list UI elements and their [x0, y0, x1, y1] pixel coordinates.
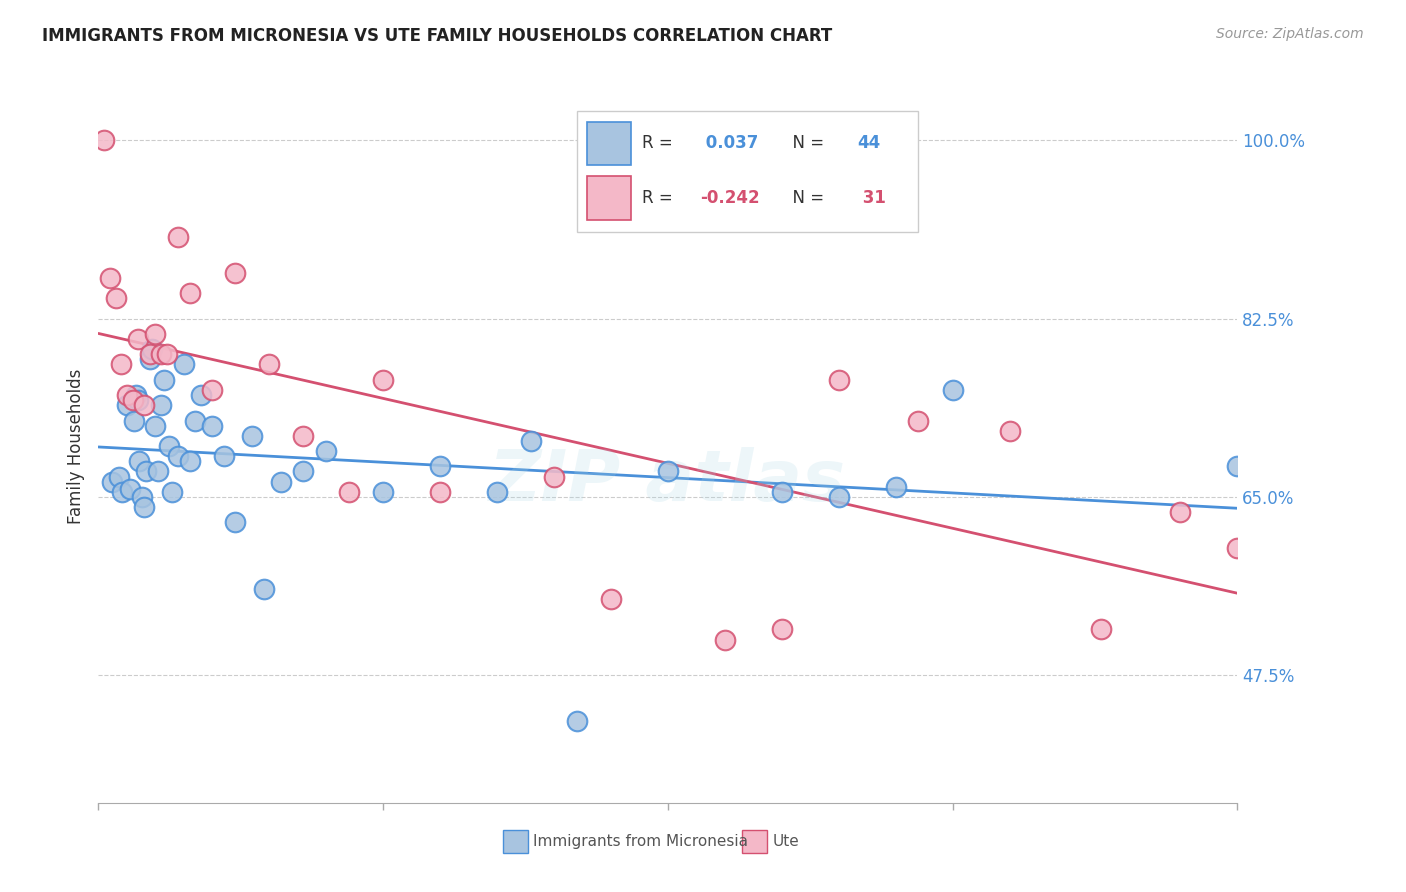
Point — [167, 449, 190, 463]
Point — [115, 398, 138, 412]
Point — [520, 434, 543, 448]
Point — [292, 429, 315, 443]
Point — [600, 591, 623, 606]
Point — [884, 480, 907, 494]
Point — [429, 484, 451, 499]
Point — [1090, 623, 1112, 637]
Point — [93, 133, 115, 147]
Point — [1226, 459, 1249, 474]
Point — [128, 454, 150, 468]
Text: Source: ZipAtlas.com: Source: ZipAtlas.com — [1216, 27, 1364, 41]
Point — [122, 413, 145, 427]
Point — [315, 444, 337, 458]
Point — [167, 230, 190, 244]
Point — [173, 358, 195, 372]
Point — [120, 482, 142, 496]
Point — [125, 388, 148, 402]
Point — [292, 465, 315, 479]
Point — [1226, 541, 1249, 555]
Point — [252, 582, 274, 596]
Point — [138, 352, 160, 367]
Point — [201, 383, 224, 397]
Point — [212, 449, 235, 463]
Y-axis label: Family Households: Family Households — [66, 368, 84, 524]
Point — [1170, 505, 1192, 519]
Point — [145, 326, 167, 341]
Point — [259, 358, 281, 372]
Point — [184, 413, 207, 427]
Point — [371, 484, 394, 499]
FancyBboxPatch shape — [742, 830, 766, 853]
Point — [179, 454, 201, 468]
Point — [201, 418, 224, 433]
Point — [138, 347, 160, 361]
Point — [942, 383, 965, 397]
FancyBboxPatch shape — [503, 830, 527, 853]
Point — [146, 465, 169, 479]
Point — [121, 393, 143, 408]
Point — [127, 393, 149, 408]
Point — [132, 398, 155, 412]
Point — [270, 475, 292, 489]
Point — [770, 484, 793, 499]
Point — [98, 270, 121, 285]
Point — [907, 413, 929, 427]
Point — [224, 516, 246, 530]
Point — [371, 373, 394, 387]
Point — [657, 465, 679, 479]
Point — [337, 484, 360, 499]
Point — [190, 388, 212, 402]
Point — [115, 388, 138, 402]
Point — [104, 291, 127, 305]
Text: Ute: Ute — [773, 834, 800, 849]
Point — [141, 342, 163, 356]
Point — [150, 347, 173, 361]
Point — [714, 632, 737, 647]
Text: ZIP atlas: ZIP atlas — [489, 447, 846, 516]
Point — [153, 373, 176, 387]
Text: Immigrants from Micronesia: Immigrants from Micronesia — [533, 834, 748, 849]
Point — [429, 459, 451, 474]
Point — [101, 475, 124, 489]
Point — [145, 418, 167, 433]
Text: IMMIGRANTS FROM MICRONESIA VS UTE FAMILY HOUSEHOLDS CORRELATION CHART: IMMIGRANTS FROM MICRONESIA VS UTE FAMILY… — [42, 27, 832, 45]
Point — [127, 332, 149, 346]
Point — [150, 398, 173, 412]
Point — [111, 484, 134, 499]
Point — [543, 469, 565, 483]
Point — [157, 439, 180, 453]
Point — [131, 490, 153, 504]
Point — [110, 358, 132, 372]
Point — [565, 714, 588, 729]
Point — [998, 424, 1021, 438]
Point — [179, 286, 201, 301]
Point — [156, 347, 179, 361]
Point — [135, 465, 157, 479]
Point — [770, 623, 793, 637]
Point — [240, 429, 263, 443]
Point — [162, 484, 184, 499]
Point — [486, 484, 509, 499]
Point — [828, 373, 851, 387]
Point — [828, 490, 851, 504]
Point — [224, 266, 246, 280]
Point — [132, 500, 155, 515]
Point — [108, 469, 131, 483]
